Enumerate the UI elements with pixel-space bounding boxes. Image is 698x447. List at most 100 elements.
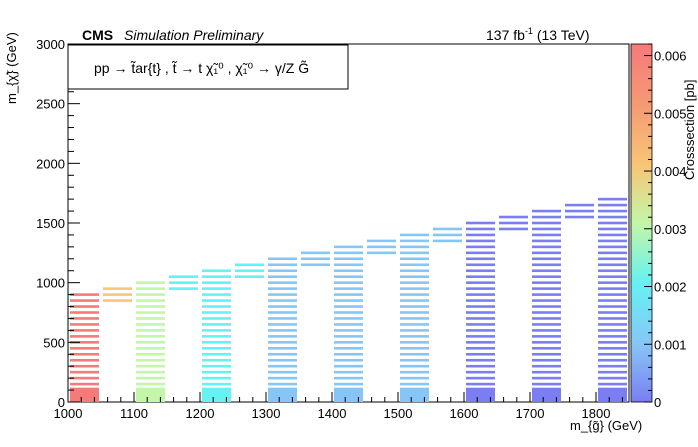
heatmap-cell <box>598 293 627 296</box>
z-tick-label: 0.006 <box>654 49 687 64</box>
heatmap-cell <box>136 335 165 338</box>
heatmap-cell <box>400 358 429 362</box>
heatmap-cell <box>235 263 264 267</box>
x-tick-label: 1100 <box>120 406 148 421</box>
heatmap-cell <box>466 281 495 284</box>
status-label: Simulation Preliminary <box>124 27 264 43</box>
heatmap-cell <box>598 257 627 261</box>
heatmap-cell <box>532 299 561 302</box>
heatmap-cell <box>301 251 330 255</box>
heatmap-cell <box>136 293 165 296</box>
heatmap-cell <box>334 311 363 314</box>
heatmap-low-cell <box>268 387 297 402</box>
heatmap-cell <box>400 257 429 261</box>
heatmap-cell <box>532 317 561 320</box>
heatmap-cell <box>466 352 495 356</box>
heatmap-cell <box>466 299 495 302</box>
heatmap-cell <box>268 347 297 350</box>
heatmap-cell <box>400 329 429 332</box>
heatmap-cells <box>70 197 627 402</box>
heatmap-cell <box>466 293 495 296</box>
heatmap-cell <box>169 287 198 290</box>
heatmap-cell <box>532 269 561 273</box>
heatmap-cell <box>400 317 429 320</box>
heatmap-cell <box>268 263 297 267</box>
lumi-exponent: -1 <box>525 26 533 36</box>
heatmap-cell <box>268 358 297 362</box>
heatmap-cell <box>598 245 627 249</box>
heatmap-cell <box>598 263 627 267</box>
heatmap-cell <box>334 347 363 350</box>
heatmap-cell <box>532 221 561 225</box>
y-tick-label: 500 <box>43 335 65 350</box>
heatmap-cell <box>70 323 99 326</box>
heatmap-cell <box>136 317 165 320</box>
heatmap-cell <box>499 221 528 225</box>
heatmap-cell <box>598 299 627 302</box>
heatmap-cell <box>466 221 495 225</box>
heatmap-cell <box>598 269 627 273</box>
x-tick-label: 1700 <box>516 406 545 421</box>
heatmap-cell <box>334 352 363 356</box>
heatmap-cell <box>202 287 231 290</box>
heatmap-cell <box>466 323 495 326</box>
heatmap-cell <box>466 233 495 237</box>
heatmap-cell <box>466 287 495 290</box>
heatmap-cell <box>334 251 363 255</box>
heatmap-cell <box>268 352 297 356</box>
heatmap-cell <box>202 317 231 320</box>
heatmap-cell <box>400 245 429 249</box>
heatmap-cell <box>334 364 363 368</box>
heatmap-cell <box>598 311 627 314</box>
heatmap-cell <box>532 251 561 255</box>
lumi-label: 137 fb-1 (13 TeV) <box>486 26 590 43</box>
heatmap-cell <box>598 370 627 374</box>
y-tick-label: 1500 <box>36 216 65 231</box>
heatmap-cell <box>334 281 363 284</box>
heatmap-cell <box>598 323 627 326</box>
heatmap-cell <box>202 323 231 326</box>
heatmap-cell <box>103 293 132 296</box>
heatmap-cell <box>202 341 231 344</box>
heatmap-cell <box>334 275 363 278</box>
heatmap-cell <box>202 275 231 278</box>
heatmap-cell <box>400 281 429 284</box>
heatmap-cell <box>598 341 627 344</box>
heatmap-cell <box>400 311 429 314</box>
heatmap-cell <box>70 376 99 380</box>
colorbar-title: Crosssection [pb] <box>682 80 697 180</box>
heatmap-cell <box>202 347 231 350</box>
heatmap-cell <box>598 215 627 219</box>
heatmap-cell <box>400 263 429 267</box>
heatmap-cell <box>532 233 561 237</box>
heatmap-cell <box>70 299 99 302</box>
y-tick-label: 2500 <box>36 97 65 112</box>
heatmap-cell <box>466 311 495 314</box>
x-tick-label: 1800 <box>582 406 611 421</box>
heatmap-cell <box>433 239 462 243</box>
heatmap-cell <box>598 221 627 225</box>
heatmap-cell <box>466 251 495 255</box>
heatmap-low-cell <box>70 387 99 402</box>
heatmap-cell <box>268 257 297 261</box>
heatmap-cell <box>301 257 330 261</box>
heatmap-cell <box>334 257 363 261</box>
heatmap-cell <box>169 281 198 284</box>
heatmap-cell <box>400 347 429 350</box>
heatmap-cell <box>532 263 561 267</box>
heatmap-cell <box>70 317 99 320</box>
heatmap-cell <box>598 203 627 207</box>
heatmap-cell <box>466 239 495 243</box>
heatmap-cell <box>598 209 627 213</box>
heatmap-cell <box>334 382 363 386</box>
heatmap-cell <box>268 329 297 332</box>
heatmap-cell <box>70 358 99 362</box>
heatmap-cell <box>466 227 495 231</box>
heatmap-cell <box>268 382 297 386</box>
heatmap-cell <box>136 299 165 302</box>
heatmap-cell <box>598 329 627 332</box>
heatmap-cell <box>532 305 561 308</box>
heatmap-cell <box>532 364 561 368</box>
heatmap-cell <box>400 335 429 338</box>
heatmap-cell <box>268 269 297 273</box>
